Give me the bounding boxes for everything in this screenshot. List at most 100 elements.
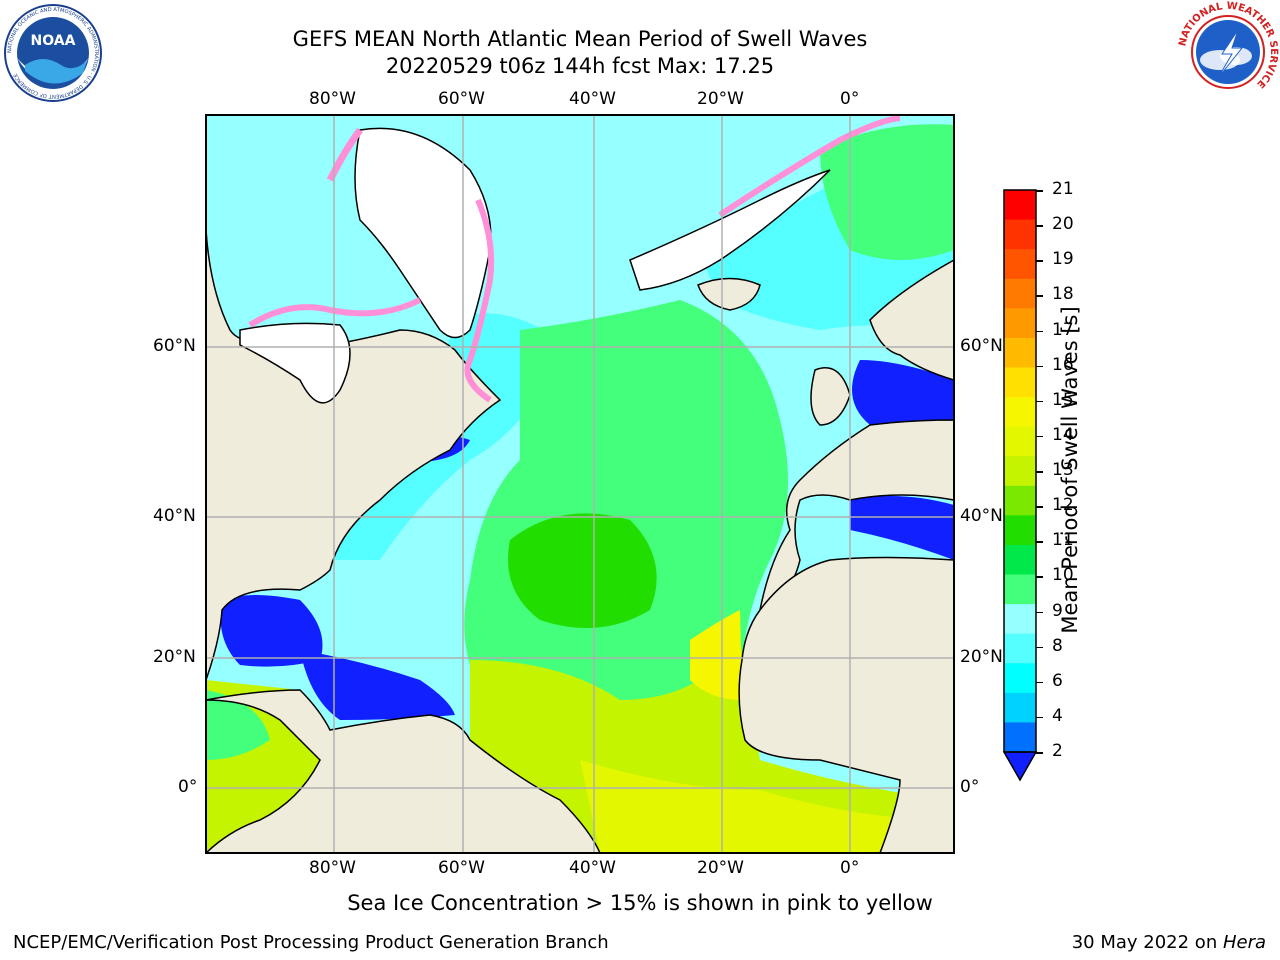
mediterranean-short-swell — [850, 496, 954, 560]
sea-ice-edge-arctic — [718, 115, 901, 218]
sea-ice-edge-greenland-east — [464, 198, 495, 403]
yellow-swell-africa-coast — [690, 610, 742, 700]
sea-ice-edge-hudson — [248, 297, 422, 328]
colorbar-tick-label: 19 — [1052, 249, 1074, 270]
colorbar-cell — [1004, 397, 1036, 428]
lon-tick-bottom-1: 80°W — [309, 858, 356, 878]
colorbar-tick-label: 18 — [1052, 284, 1074, 305]
colorbar-label: Mean Period of Swell Waves [s] — [1058, 306, 1082, 634]
colorbar-tick-mark — [1036, 681, 1043, 684]
north-sea-short-swell — [852, 360, 954, 425]
lat-tick-right-3: 20°N — [960, 647, 1003, 667]
colorbar-cell — [1004, 426, 1036, 457]
colorbar-tick-label: 16 — [1052, 354, 1074, 375]
land-svalbard-region — [629, 169, 831, 291]
colorbar-tick-mark — [1036, 190, 1043, 192]
colorbar-tick-label: 8 — [1052, 635, 1063, 656]
colorbar-tick-label: 9 — [1052, 600, 1063, 621]
noaa-logo: NOAA NATIONAL OCEANIC AND ATMOSPHERIC AD… — [4, 4, 102, 102]
footer-machine: Hera — [1222, 932, 1266, 953]
title-line-1: GEFS MEAN North Atlantic Mean Period of … — [292, 27, 868, 51]
green-swell-region-norway-sea — [820, 124, 954, 261]
colorbar-cell — [1004, 515, 1036, 546]
colorbar-cell — [1004, 574, 1036, 605]
title-line-2: 20220529 t06z 144h fcst Max: 17.25 — [385, 54, 775, 78]
colorbar-tick-mark — [1036, 541, 1043, 543]
colorbar-cell — [1004, 604, 1036, 635]
colorbar — [1002, 189, 1038, 782]
graticule — [206, 115, 954, 853]
colorbar-tick-mark — [1036, 471, 1043, 473]
pacific-green-region — [206, 690, 270, 760]
colorbar-cell — [1004, 219, 1036, 250]
colorbar-tick-mark — [1036, 435, 1043, 438]
noaa-logo-text: NOAA — [31, 33, 76, 49]
lat-tick-left-3: 20°N — [153, 647, 196, 667]
lat-tick-right-4: 0° — [960, 777, 980, 797]
lat-tick-right-1: 60°N — [960, 336, 1003, 356]
land-baffin-island — [239, 322, 351, 404]
lon-tick-top-2: 60°W — [438, 89, 485, 109]
colorbar-tick-label: 2 — [1052, 741, 1063, 761]
colorbar-cell — [1004, 485, 1036, 516]
colorbar-tick-label: 12 — [1052, 495, 1074, 516]
colorbar-tick-mark — [1036, 646, 1043, 649]
map-plot — [205, 114, 955, 854]
sea-ice-note-text: Sea Ice Concentration > 15% is shown in … — [347, 891, 933, 915]
colorbar-tick-label: 14 — [1052, 424, 1074, 445]
lat-tick-left-1: 60°N — [153, 336, 196, 356]
lat-tick-left-2: 40°N — [153, 506, 196, 526]
sea-ice-edge-greenland-west — [326, 127, 363, 182]
colorbar-tick-label: 11 — [1052, 530, 1074, 551]
lon-tick-top-5: 0° — [840, 89, 860, 109]
colorbar-cell — [1004, 337, 1036, 368]
colorbar-cell — [1004, 249, 1036, 280]
land-south-america — [206, 680, 601, 853]
colorbar-tick-mark — [1036, 611, 1043, 613]
colorbar-tick-mark — [1036, 576, 1043, 578]
colorbar-tick-label: 10 — [1052, 565, 1074, 586]
colorbar-tick-mark — [1036, 716, 1043, 719]
colorbar-tick-label: 20 — [1052, 214, 1074, 235]
colorbar-tick-mark — [1036, 260, 1043, 262]
colorbar-tick-mark — [1036, 400, 1043, 403]
colorbar-cell — [1004, 190, 1036, 221]
lat-tick-left-4: 0° — [178, 777, 198, 797]
colorbar-extend-triangle — [1002, 751, 1038, 782]
land-iceland — [697, 277, 761, 311]
colorbar-tick-mark — [1036, 506, 1043, 508]
footer-date-text: 30 May 2022 on — [1071, 932, 1223, 953]
colorbar-cell — [1004, 633, 1036, 664]
map-frame — [205, 114, 955, 854]
colorbar-tick-label: 6 — [1052, 670, 1063, 691]
lon-tick-bottom-5: 0° — [840, 858, 860, 878]
colorbar-cell — [1004, 278, 1036, 309]
colorbar-tick-mark — [1036, 330, 1043, 332]
colorbar-cell — [1004, 308, 1036, 339]
colorbar-tick-label: 4 — [1052, 705, 1063, 726]
colorbar-cell — [1004, 367, 1036, 398]
lon-tick-top-1: 80°W — [309, 89, 356, 109]
land-great-britain — [810, 367, 851, 426]
nws-logo: NATIONAL WEATHER SERVICE — [1177, 1, 1279, 102]
colorbar-cell — [1004, 544, 1036, 576]
colorbar-tick-label: 13 — [1052, 460, 1074, 480]
colorbar-tick-label: 21 — [1052, 179, 1074, 199]
lon-tick-top-3: 40°W — [569, 89, 616, 109]
lon-tick-bottom-2: 60°W — [438, 858, 485, 878]
colorbar-cell — [1004, 456, 1036, 487]
lon-tick-bottom-4: 20°W — [697, 858, 744, 878]
footer-branch: NCEP/EMC/Verification Post Processing Pr… — [13, 932, 609, 953]
dark-green-core — [508, 513, 657, 628]
lon-tick-top-4: 20°W — [697, 89, 744, 109]
lat-tick-right-2: 40°N — [960, 506, 1003, 526]
colorbar-cell — [1004, 692, 1036, 723]
gulf-of-mexico-short-swell — [220, 595, 323, 667]
colorbar-cells — [1004, 190, 1036, 753]
colorbar-cell — [1004, 722, 1036, 753]
land-africa — [738, 556, 954, 853]
footer-date: 30 May 2022 on Hera — [1072, 932, 1266, 953]
land-europe — [759, 419, 954, 612]
colorbar-tick-mark — [1036, 295, 1043, 297]
colorbar-tick-label: 15 — [1052, 389, 1074, 410]
